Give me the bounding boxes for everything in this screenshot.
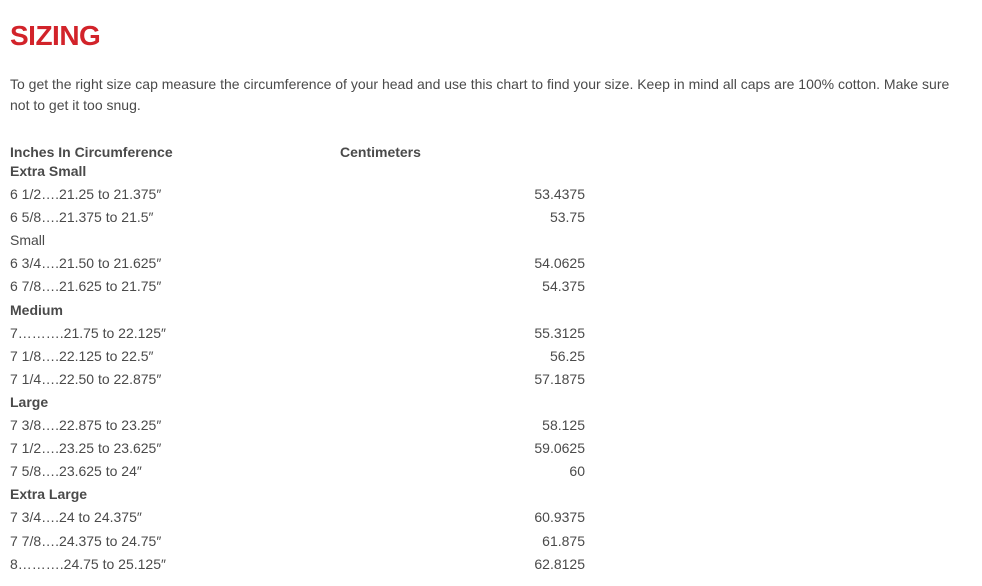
size-row-inches: 7 1/8….22.125 to 22.5″	[10, 345, 340, 368]
size-row-inches: 6 3/4….21.50 to 21.625″	[10, 252, 340, 275]
size-row-inches: 7 3/4….24 to 24.375″	[10, 506, 340, 529]
size-row-inches: 7 1/2….23.25 to 23.625″	[10, 437, 340, 460]
sizing-table: Inches In Circumference Centimeters Extr…	[10, 144, 585, 576]
size-group-label: Medium	[10, 299, 585, 322]
size-row-inches: 7 1/4….22.50 to 22.875″	[10, 368, 340, 391]
size-row-cm: 60	[340, 460, 585, 483]
size-row-cm: 57.1875	[340, 368, 585, 391]
page-heading: SIZING	[10, 20, 972, 52]
size-row-inches: 7 5/8….23.625 to 24″	[10, 460, 340, 483]
size-row-cm: 56.25	[340, 345, 585, 368]
size-row-cm: 55.3125	[340, 322, 585, 345]
size-row-inches: 7 3/8….22.875 to 23.25″	[10, 414, 340, 437]
size-row-inches: 6 7/8….21.625 to 21.75″	[10, 275, 340, 298]
size-row-inches: 6 5/8….21.375 to 21.5″	[10, 206, 340, 229]
size-row-cm: 53.75	[340, 206, 585, 229]
size-group-label: Extra Large	[10, 483, 585, 506]
size-row-inches: 7 7/8….24.375 to 24.75″	[10, 530, 340, 553]
size-group-label: Extra Small	[10, 160, 585, 183]
intro-text: To get the right size cap measure the ci…	[10, 74, 972, 116]
size-row-cm: 61.875	[340, 530, 585, 553]
size-row-cm: 59.0625	[340, 437, 585, 460]
size-row-inches: 7……….21.75 to 22.125″	[10, 322, 340, 345]
size-row-inches: 6 1/2….21.25 to 21.375″	[10, 183, 340, 206]
size-group-label: Small	[10, 229, 585, 252]
size-row-cm: 54.0625	[340, 252, 585, 275]
col-header-cm: Centimeters	[340, 144, 585, 160]
col-header-inches: Inches In Circumference	[10, 144, 340, 160]
size-group-label: Large	[10, 391, 585, 414]
size-row-cm: 54.375	[340, 275, 585, 298]
size-row-cm: 60.9375	[340, 506, 585, 529]
size-row-cm: 53.4375	[340, 183, 585, 206]
size-row-inches: 8……….24.75 to 25.125″	[10, 553, 340, 576]
size-row-cm: 58.125	[340, 414, 585, 437]
size-row-cm: 62.8125	[340, 553, 585, 576]
